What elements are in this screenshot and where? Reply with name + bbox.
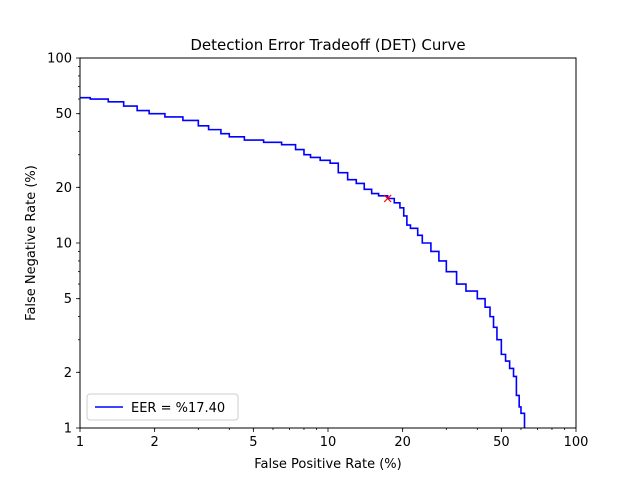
x-tick-label: 20 <box>394 435 411 450</box>
series-layer <box>80 96 526 428</box>
eer-marker <box>383 194 392 203</box>
y-axis-label: False Negative Rate (%) <box>24 165 39 321</box>
y-tick-label: 20 <box>55 181 72 196</box>
legend: EER = %17.40 <box>86 393 239 421</box>
x-tick-label: 5 <box>249 435 257 450</box>
y-axis: 1 2 5 10 20 50 100 <box>47 52 80 437</box>
y-tick-label: 10 <box>55 237 72 252</box>
x-tick-label: 2 <box>151 435 159 450</box>
x-axis: 1 2 5 10 20 50 100 <box>76 428 589 450</box>
y-tick-label: 5 <box>64 292 72 307</box>
x-tick-label: 100 <box>564 435 589 450</box>
x-tick-label: 50 <box>493 435 510 450</box>
x-tick-label: 1 <box>76 435 84 450</box>
y-tick-label: 1 <box>64 422 72 437</box>
x-axis-label: False Positive Rate (%) <box>254 457 401 472</box>
chart-title: Detection Error Tradeoff (DET) Curve <box>190 36 465 54</box>
legend-label: EER = %17.40 <box>131 401 225 416</box>
det-curve-line <box>80 96 526 428</box>
y-tick-label: 100 <box>47 52 72 67</box>
x-tick-label: 10 <box>320 435 337 450</box>
legend-box <box>86 393 239 421</box>
y-tick-label: 50 <box>55 107 72 122</box>
y-tick-label: 2 <box>64 366 72 381</box>
marker-layer <box>383 194 392 203</box>
